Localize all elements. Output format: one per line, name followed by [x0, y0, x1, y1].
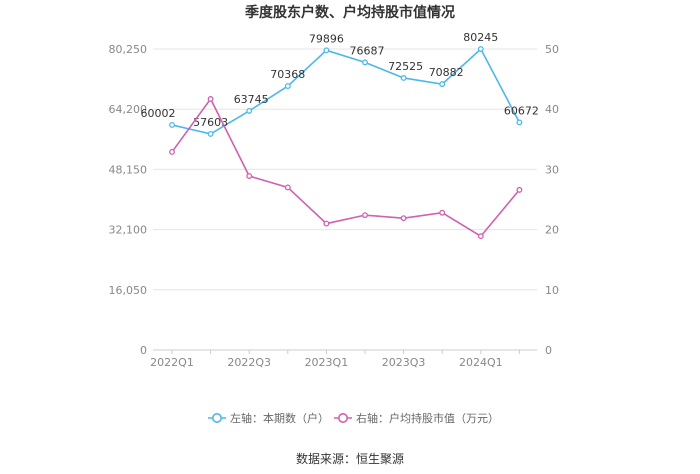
left-tick-label: 64,200	[109, 103, 148, 116]
legend-item-1[interactable]: 右轴：户均持股市值（万元）	[334, 411, 499, 425]
data-label: 57603	[193, 116, 228, 129]
data-point	[323, 220, 330, 227]
data-point	[323, 47, 330, 54]
x-tick-label: 2023Q1	[305, 356, 349, 369]
data-point	[400, 75, 407, 81]
data-point	[207, 130, 214, 137]
x-axis: 2022Q1 2022Q3 2023Q1 2023Q3 2024Q1	[150, 349, 537, 369]
right-tick-label: 30	[545, 163, 559, 176]
x-tick-label: 2022Q1	[150, 356, 194, 369]
x-tick-label: 2023Q3	[382, 356, 426, 369]
data-point	[207, 96, 214, 102]
series-line-0	[171, 47, 521, 135]
x-tick-label: 2022Q3	[227, 356, 271, 369]
left-tick-label: 48,150	[109, 163, 148, 176]
data-label: 60002	[141, 107, 176, 120]
data-label: 70882	[429, 66, 464, 79]
right-tick-label: 10	[545, 284, 559, 297]
x-tick-label: 2024Q1	[459, 356, 503, 369]
right-tick-label: 20	[545, 224, 559, 237]
data-point	[169, 121, 175, 128]
left-tick-label: 32,100	[109, 224, 148, 237]
legend-item-0[interactable]: 左轴：本期数（户）	[208, 411, 329, 425]
data-label: 80245	[463, 31, 498, 44]
left-tick-label: 0	[140, 344, 147, 357]
legend-label: 左轴：本期数（户）	[230, 411, 329, 425]
right-tick-label: 50	[545, 43, 559, 56]
data-point	[169, 148, 175, 155]
left-axis-ticks: 0 16,050 32,100 48,150 64,200 80,250	[109, 43, 148, 357]
data-point	[516, 119, 523, 126]
left-tick-label: 16,050	[109, 284, 148, 297]
data-point	[246, 173, 253, 179]
right-tick-label: 40	[545, 103, 559, 116]
data-point	[284, 83, 291, 90]
data-point	[516, 186, 523, 193]
right-axis-ticks: 0 10 20 30 40 50	[545, 43, 559, 357]
data-label: 76687	[350, 44, 385, 57]
data-point	[477, 46, 484, 52]
legend-marker-icon	[337, 412, 348, 423]
data-label: 72525	[388, 60, 423, 73]
chart-title: 季度股东户数、户均持股市值情况	[244, 4, 455, 21]
grid-lines	[153, 48, 537, 291]
data-label: 79896	[309, 32, 344, 45]
data-point	[400, 215, 407, 222]
data-point	[477, 233, 484, 240]
data-label: 70368	[270, 68, 305, 81]
data-point	[246, 107, 253, 114]
legend[interactable]: 左轴：本期数（户） 右轴：户均持股市值（万元）	[208, 411, 499, 425]
data-point	[439, 81, 446, 88]
right-tick-label: 0	[545, 344, 552, 357]
legend-marker-icon	[212, 412, 223, 423]
data-point	[284, 184, 291, 191]
data-label: 63745	[234, 93, 269, 106]
left-tick-label: 80,250	[109, 43, 148, 56]
data-point	[439, 209, 446, 216]
series-line-1	[171, 97, 521, 238]
data-label: 60672	[504, 104, 539, 117]
legend-label: 右轴：户均持股市值（万元）	[356, 411, 499, 425]
data-source: 数据来源：恒生聚源	[296, 451, 404, 466]
data-point	[362, 212, 368, 219]
data-point	[362, 59, 368, 66]
